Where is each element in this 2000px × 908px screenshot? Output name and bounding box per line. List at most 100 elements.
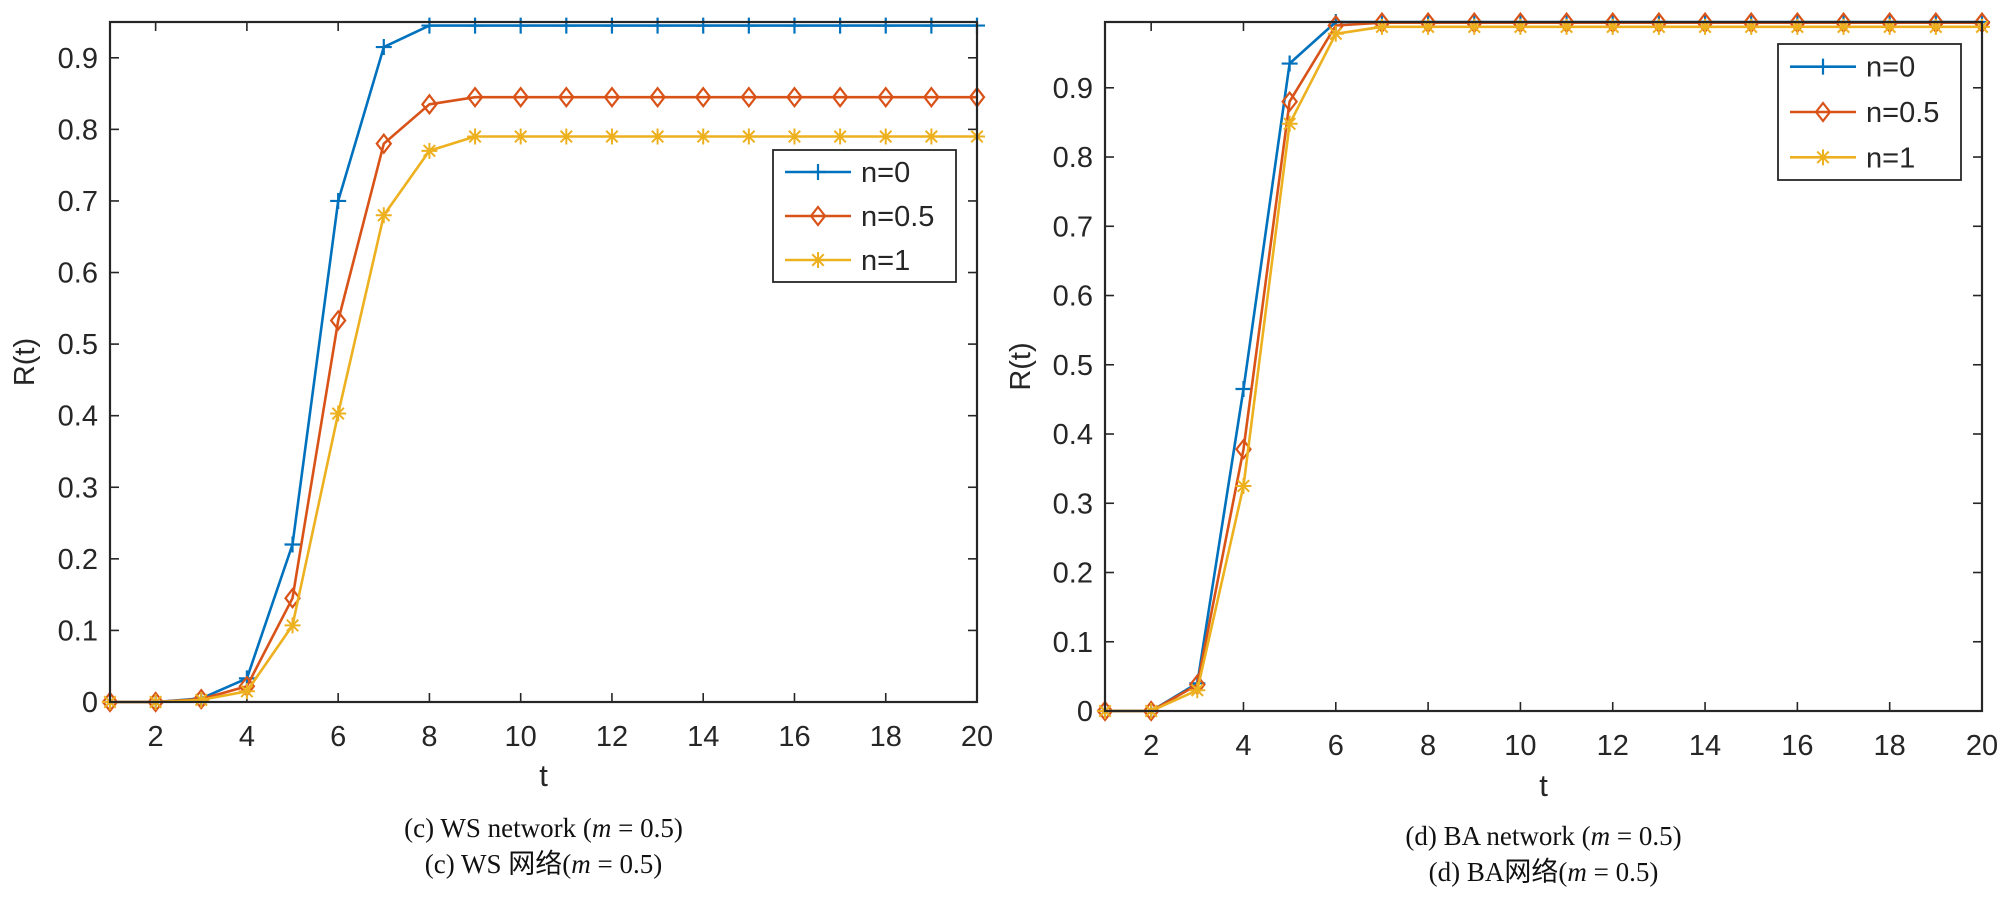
data-point-plus <box>740 17 757 34</box>
plot-frame <box>1103 20 1984 713</box>
data-point-plus <box>467 17 484 34</box>
data-point-star <box>1558 18 1575 35</box>
y-tick-label: 0.6 <box>58 258 98 290</box>
y-tick-label: 0.8 <box>1053 142 1093 174</box>
data-point-star <box>1650 18 1667 35</box>
data-point-plus <box>877 17 894 34</box>
data-point-star <box>810 252 826 268</box>
data-point-diamond <box>466 86 484 108</box>
x-tick-label: 10 <box>505 721 537 753</box>
y-tick-label: 0.4 <box>58 401 98 433</box>
data-point-plus <box>695 17 712 34</box>
caption-prefix: (c) WS network ( <box>404 813 592 843</box>
data-point-diamond <box>922 86 940 108</box>
caption-suffix: = 0.5) <box>1610 821 1681 851</box>
x-tick-label: 12 <box>1597 730 1629 762</box>
data-point-star <box>1835 18 1852 35</box>
data-point-star <box>1327 25 1344 42</box>
legend-label: n=0 <box>861 157 910 189</box>
legend-label: n=0.5 <box>861 201 934 233</box>
caption-prefix: (d) BA network ( <box>1405 821 1590 851</box>
x-tick-label: 2 <box>148 721 164 753</box>
legend-label: n=0.5 <box>1866 97 1939 129</box>
x-tick-label: 16 <box>1781 730 1813 762</box>
y-tick-label: 0.9 <box>1053 73 1093 105</box>
data-point-star <box>1881 18 1898 35</box>
x-tick-label: 20 <box>961 721 993 753</box>
legend-label: n=1 <box>861 245 910 277</box>
x-tick-label: 16 <box>778 721 810 753</box>
data-point-diamond <box>421 93 438 116</box>
data-point-plus <box>1815 58 1831 75</box>
data-point-plus <box>1235 381 1252 398</box>
x-axis-label: t <box>1539 768 1548 803</box>
data-point-diamond <box>1281 90 1299 113</box>
y-tick-label: 0.4 <box>1053 419 1093 451</box>
x-tick-label: 4 <box>1235 730 1251 762</box>
y-tick-label: 0.3 <box>1053 488 1093 520</box>
data-point-plus <box>649 17 666 34</box>
x-tick-label: 8 <box>421 721 437 753</box>
data-point-star <box>1466 18 1483 35</box>
y-tick-label: 0.9 <box>58 43 98 75</box>
x-tick-label: 10 <box>1504 730 1536 762</box>
data-point-star <box>330 405 347 422</box>
data-point-diamond <box>557 86 575 108</box>
data-point-diamond <box>101 691 119 713</box>
y-tick-label: 0.7 <box>58 186 98 218</box>
data-point-diamond <box>512 86 530 108</box>
data-point-diamond <box>329 309 347 332</box>
data-point-diamond <box>375 132 393 155</box>
data-point-diamond <box>1814 101 1832 123</box>
data-point-plus <box>923 17 940 34</box>
data-point-star <box>877 128 894 145</box>
caption-prefix: (d) BA网络( <box>1429 857 1568 887</box>
y-tick-label: 0.6 <box>1053 281 1093 313</box>
caption-suffix: = 0.5) <box>611 813 682 843</box>
data-point-star <box>740 128 757 145</box>
data-point-star <box>284 617 301 634</box>
data-point-diamond <box>603 86 621 108</box>
legend-label: n=1 <box>1866 142 1915 174</box>
data-point-star <box>1420 18 1437 35</box>
caption-variable: m <box>571 849 591 879</box>
data-point-star <box>649 128 666 145</box>
caption-prefix: (c) WS 网络( <box>425 849 571 879</box>
data-point-star <box>1235 477 1252 494</box>
data-point-star <box>1512 18 1529 35</box>
caption-chinese: (c) WS 网络(m = 0.5) <box>425 849 662 879</box>
x-tick-label: 6 <box>330 721 346 753</box>
data-point-diamond <box>809 205 827 227</box>
data-point-star <box>695 128 712 145</box>
panel-c-ws-network: 2 4 6 8 10 12 14 16 18 20 0 0.1 0.2 0.3 0.4 0.5 0.6 0.7 0.… <box>9 17 993 879</box>
y-tick-label: 0.7 <box>1053 211 1093 243</box>
x-tick-label: 14 <box>687 721 719 753</box>
data-point-diamond <box>740 86 758 108</box>
x-tick-label: 8 <box>1420 730 1436 762</box>
data-point-star <box>1743 18 1760 35</box>
data-point-diamond <box>649 86 666 108</box>
y-axis-label: R(t) <box>9 338 41 386</box>
data-point-star <box>193 691 210 708</box>
data-point-plus <box>832 17 849 34</box>
x-tick-label: 2 <box>1143 730 1159 762</box>
data-point-plus <box>421 17 438 34</box>
legend: n=0 n=0.5 n=1 <box>772 149 957 283</box>
data-point-plus <box>512 17 529 34</box>
data-point-star <box>1189 682 1206 699</box>
caption-variable: m <box>1591 821 1611 851</box>
y-tick-label: 0.8 <box>58 114 98 146</box>
data-point-diamond <box>147 691 165 713</box>
y-tick-label: 0 <box>82 687 98 719</box>
y-tick-label: 0 <box>1077 696 1093 728</box>
data-point-star <box>467 128 484 145</box>
x-tick-label: 4 <box>239 721 255 753</box>
data-point-star <box>1373 18 1390 35</box>
caption-english: (c) WS network (m = 0.5) <box>404 813 683 843</box>
panel-d-ba-network: 2 4 6 8 10 12 14 16 18 20 0 0.1 0.2 0.3 0.4 0.5 0.6 0.7 0.… <box>1005 11 1998 887</box>
plot-frame <box>108 20 979 704</box>
data-point-plus <box>558 17 575 34</box>
data-point-diamond <box>786 86 803 108</box>
data-point-diamond <box>694 86 712 108</box>
